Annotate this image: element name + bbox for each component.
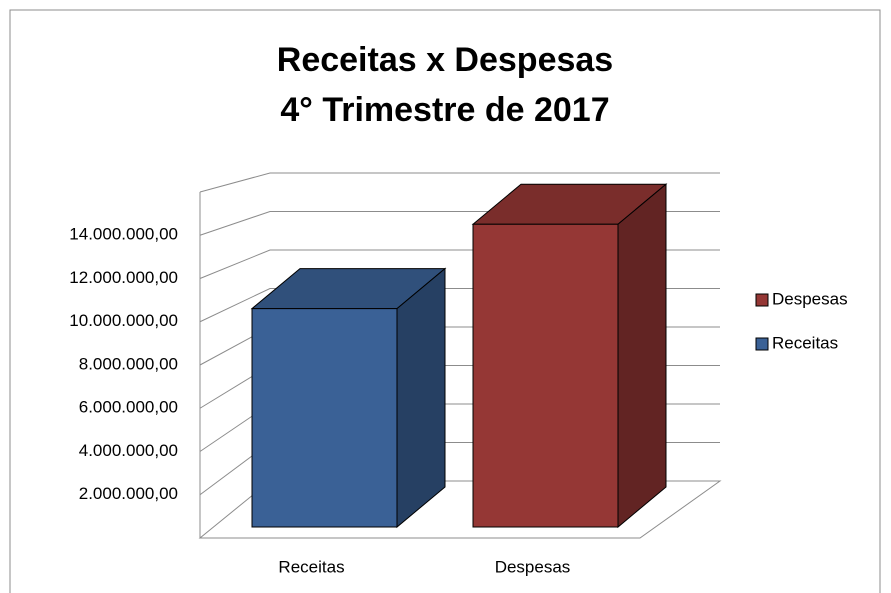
y-tick-label: 4.000.000,00 — [79, 441, 178, 460]
bar-side — [396, 267, 446, 529]
bar — [471, 183, 668, 529]
y-tick-label: 14.000.000,00 — [69, 225, 178, 244]
y-tick-label: 10.000.000,00 — [69, 311, 178, 330]
legend-label: Despesas — [772, 289, 848, 308]
x-tick-label: Despesas — [495, 557, 571, 576]
bar-front — [472, 223, 619, 528]
x-tick-label: Receitas — [278, 557, 344, 576]
y-tick-label: 8.000.000,00 — [79, 354, 178, 373]
bar — [250, 267, 447, 529]
chart-subtitle: 4° Trimestre de 2017 — [280, 91, 609, 129]
legend-swatch — [755, 337, 769, 351]
floor — [198, 480, 722, 539]
y-tick-label: 12.000.000,00 — [69, 268, 178, 287]
wall-top — [199, 172, 720, 193]
y-tick-label: 6.000.000,00 — [79, 398, 178, 417]
chart-title: Receitas x Despesas — [277, 41, 613, 79]
legend-swatch — [755, 293, 769, 307]
y-tick-label: 2.000.000,00 — [79, 484, 178, 503]
bar-side — [617, 183, 667, 529]
bar-front — [251, 308, 398, 528]
legend-label: Receitas — [772, 333, 838, 352]
